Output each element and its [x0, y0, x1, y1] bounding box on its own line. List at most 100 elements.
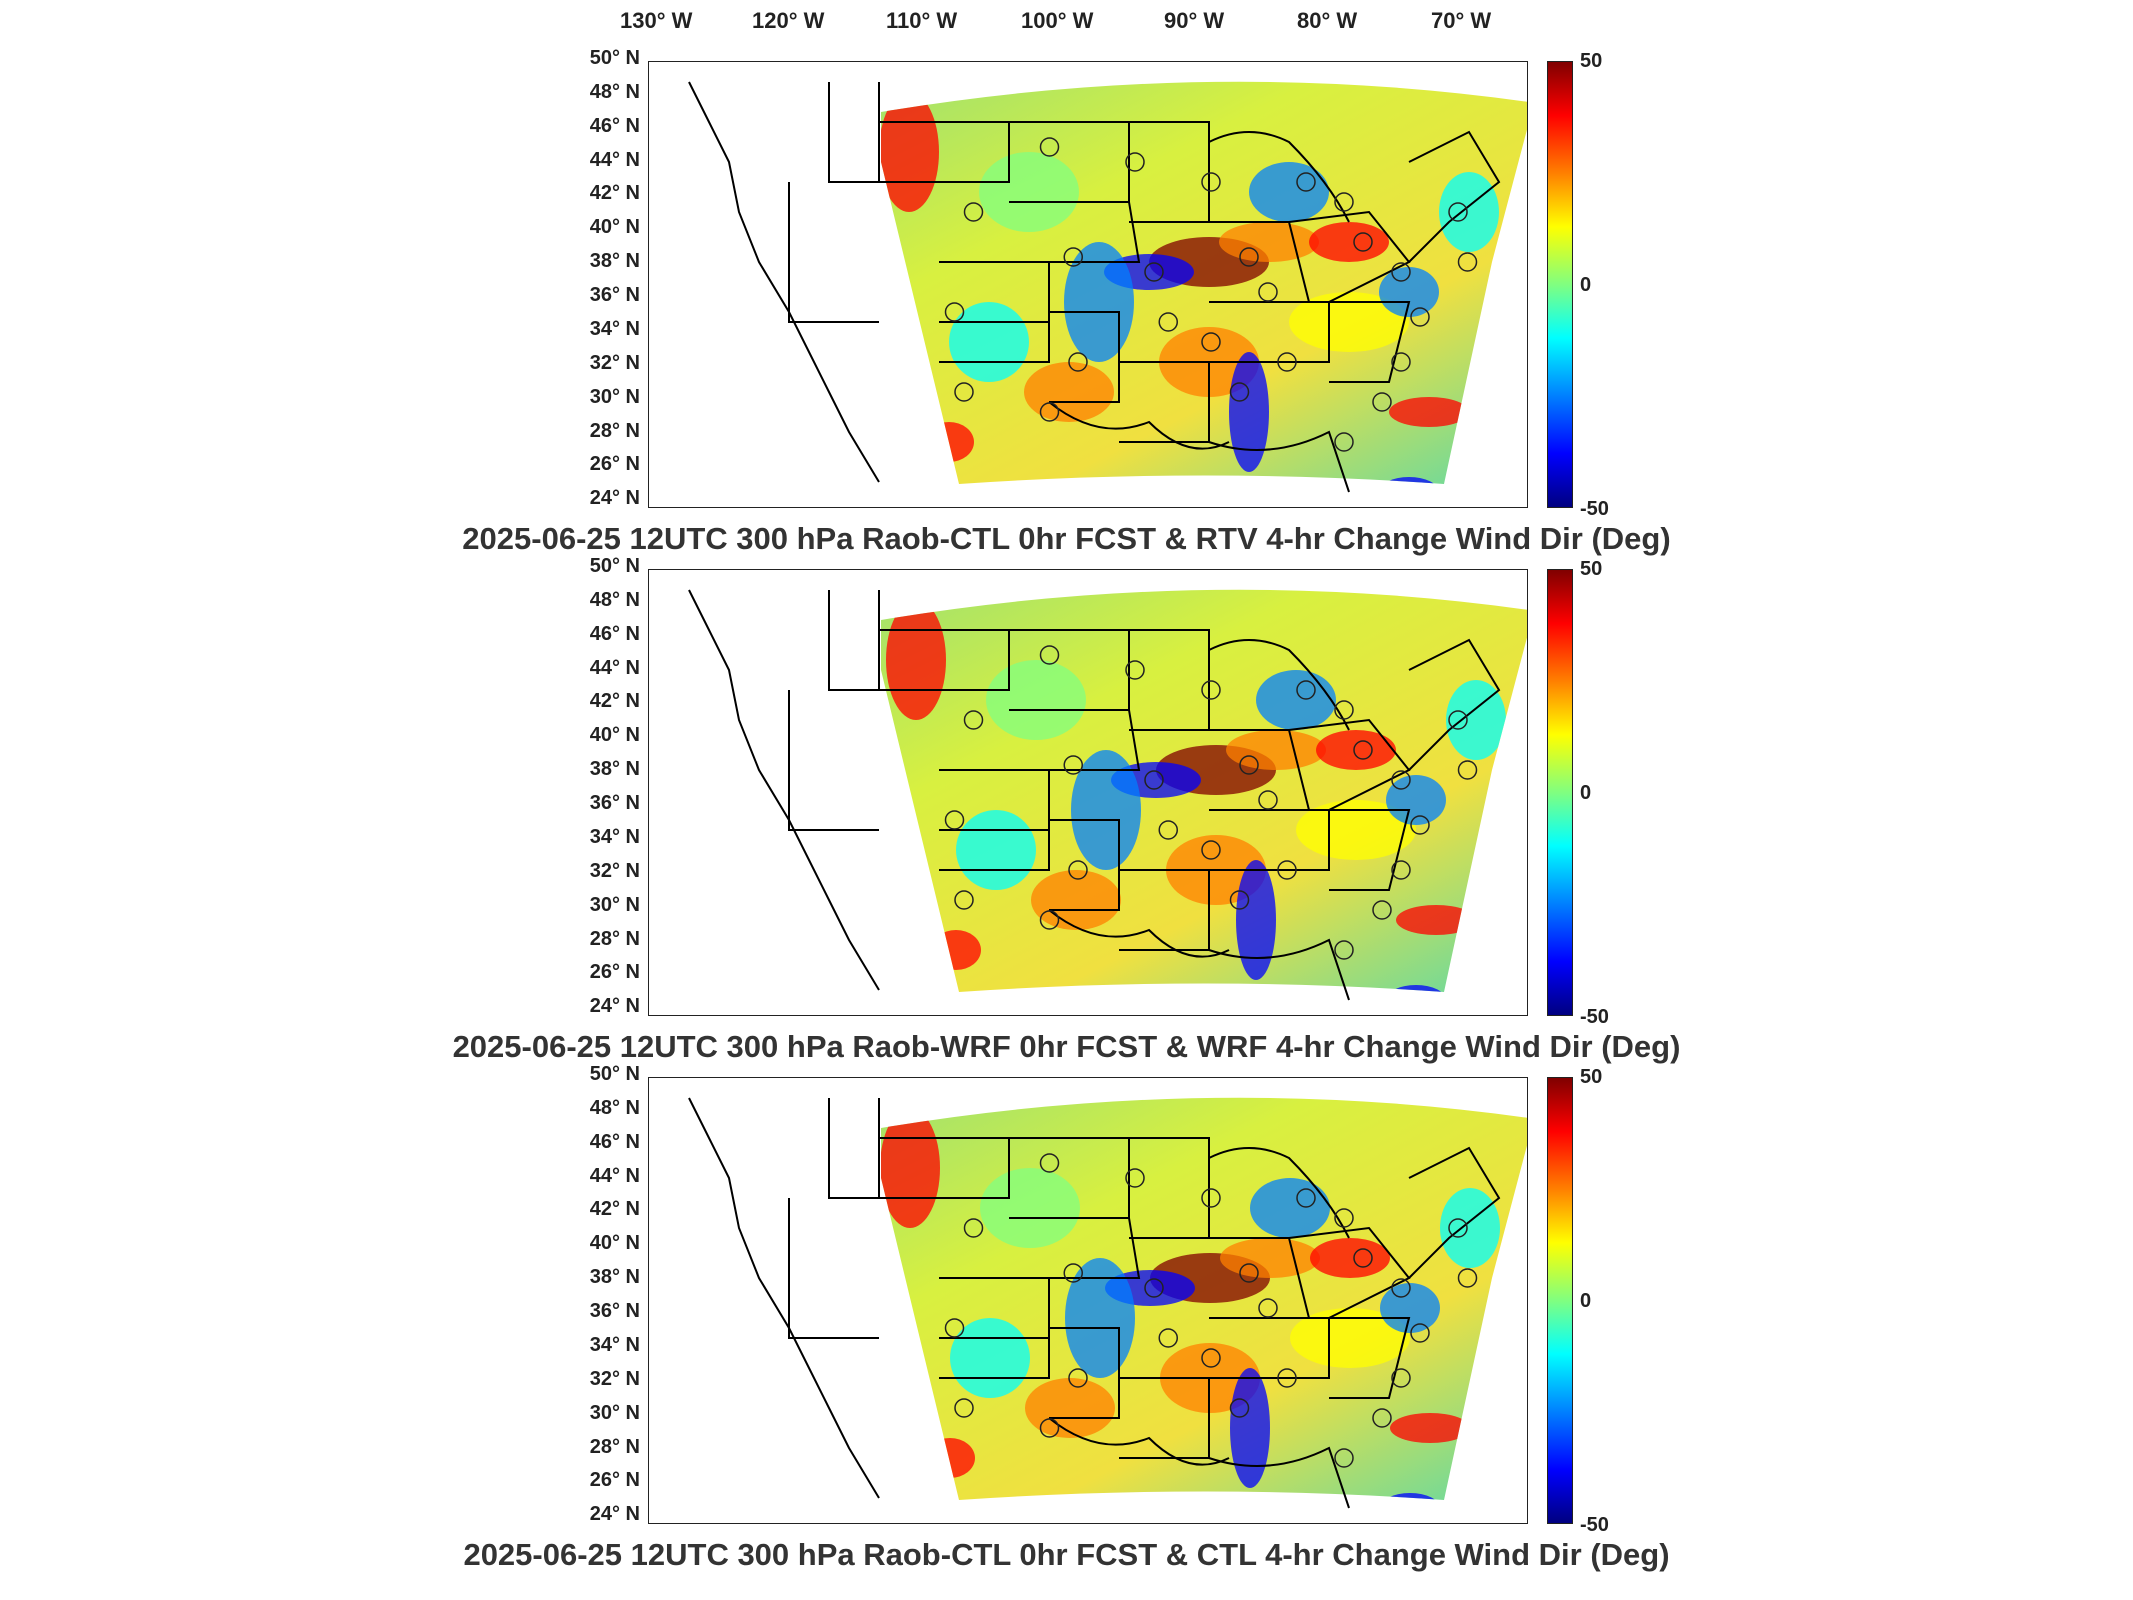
- field-anomaly: [1380, 1493, 1440, 1523]
- lat-label: 28° N: [560, 1436, 640, 1459]
- field-anomaly: [1310, 1238, 1390, 1278]
- boundary-line: [829, 1098, 879, 1198]
- colorbar-min: -50: [1580, 1006, 1609, 1029]
- field-anomaly: [886, 600, 946, 720]
- panel-title: 2025-06-25 12UTC 300 hPa Raob-WRF 0hr FC…: [0, 1029, 2133, 1065]
- field-anomaly: [1219, 222, 1319, 262]
- lon-label-120w: 120° W: [752, 8, 824, 34]
- lat-label: 50° N: [560, 1063, 640, 1086]
- field-anomaly: [1236, 860, 1276, 980]
- lat-label: 24° N: [560, 995, 640, 1018]
- lat-label: 42° N: [560, 182, 640, 205]
- lon-label-110w: 110° W: [886, 8, 957, 34]
- field-anomaly: [1220, 1238, 1320, 1278]
- field-anomaly: [924, 422, 974, 462]
- lat-label: 36° N: [560, 792, 640, 815]
- wind-dir-field: [649, 570, 1528, 1016]
- field-anomaly: [979, 152, 1079, 232]
- lat-label: 46° N: [560, 1131, 640, 1154]
- colorbar-max: 50: [1580, 558, 1602, 581]
- lat-label: 24° N: [560, 487, 640, 510]
- field-anomaly: [1064, 242, 1134, 362]
- lat-label: 44° N: [560, 149, 640, 172]
- colorbar-max: 50: [1580, 1066, 1602, 1089]
- lat-label: 34° N: [560, 826, 640, 849]
- field-anomaly: [986, 660, 1086, 740]
- field-anomaly: [1024, 362, 1114, 422]
- lat-label: 28° N: [560, 420, 640, 443]
- colorbar-max: 50: [1580, 50, 1602, 73]
- lon-label-130w: 130° W: [620, 8, 692, 34]
- colorbar-mid: 0: [1580, 782, 1591, 805]
- field-anomaly: [1065, 1258, 1135, 1378]
- field-anomaly: [1309, 222, 1389, 262]
- lat-label: 30° N: [560, 1402, 640, 1425]
- lat-label: 50° N: [560, 47, 640, 70]
- field-anomaly: [1386, 985, 1446, 1015]
- lat-label: 38° N: [560, 1266, 640, 1289]
- field-anomaly: [1390, 1413, 1470, 1443]
- lon-label-90w: 90° W: [1164, 8, 1224, 34]
- lat-label: 44° N: [560, 1165, 640, 1188]
- field-anomaly: [1396, 905, 1476, 935]
- lat-label: 32° N: [560, 352, 640, 375]
- lat-label: 30° N: [560, 386, 640, 409]
- colorbar-mid: 0: [1580, 1290, 1591, 1313]
- panel-title: 2025-06-25 12UTC 300 hPa Raob-CTL 0hr FC…: [0, 1537, 2133, 1573]
- colorbar: [1547, 569, 1573, 1016]
- colorbar-min: -50: [1580, 1514, 1609, 1537]
- colorbar: [1547, 61, 1573, 508]
- map-frame: [648, 1077, 1528, 1524]
- lat-label: 46° N: [560, 115, 640, 138]
- field-anomaly: [1229, 352, 1269, 472]
- lat-label: 32° N: [560, 1368, 640, 1391]
- lat-label: 42° N: [560, 1198, 640, 1221]
- lat-label: 26° N: [560, 961, 640, 984]
- field-anomaly: [1025, 1378, 1115, 1438]
- colorbar-min: -50: [1580, 498, 1609, 521]
- field-anomaly: [1250, 1178, 1330, 1238]
- lat-label: 40° N: [560, 216, 640, 239]
- field-anomaly: [1439, 172, 1499, 252]
- map-frame: [648, 569, 1528, 1016]
- boundary-line: [829, 590, 879, 690]
- lat-label: 36° N: [560, 1300, 640, 1323]
- field-anomaly: [1379, 477, 1439, 507]
- lat-label: 48° N: [560, 81, 640, 104]
- field-anomaly: [925, 1438, 975, 1478]
- lat-label: 50° N: [560, 555, 640, 578]
- lon-label-70w: 70° W: [1431, 8, 1491, 34]
- lat-label: 30° N: [560, 894, 640, 917]
- lon-label-100w: 100° W: [1021, 8, 1093, 34]
- field-anomaly: [931, 930, 981, 970]
- boundary-line: [789, 690, 879, 830]
- field-anomaly: [956, 810, 1036, 890]
- field-anomaly: [949, 302, 1029, 382]
- lon-label-80w: 80° W: [1297, 8, 1357, 34]
- lat-label: 40° N: [560, 1232, 640, 1255]
- boundary-line: [689, 590, 879, 990]
- lat-label: 26° N: [560, 1469, 640, 1492]
- boundary-line: [689, 1098, 879, 1498]
- field-anomaly: [980, 1168, 1080, 1248]
- field-anomaly: [1256, 670, 1336, 730]
- lat-label: 28° N: [560, 928, 640, 951]
- lat-label: 34° N: [560, 318, 640, 341]
- lat-label: 38° N: [560, 250, 640, 273]
- field-anomaly: [1226, 730, 1326, 770]
- lat-label: 46° N: [560, 623, 640, 646]
- field-anomaly: [879, 92, 939, 212]
- lat-label: 48° N: [560, 1097, 640, 1120]
- wind-dir-field: [649, 1078, 1528, 1524]
- panel-title: 2025-06-25 12UTC 300 hPa Raob-CTL 0hr FC…: [0, 521, 2133, 557]
- map-frame: [648, 61, 1528, 508]
- lat-label: 32° N: [560, 860, 640, 883]
- field-layer: [649, 570, 1528, 1016]
- colorbar-mid: 0: [1580, 274, 1591, 297]
- boundary-line: [789, 1198, 879, 1338]
- field-anomaly: [1249, 162, 1329, 222]
- lat-label: 24° N: [560, 1503, 640, 1526]
- lat-label: 26° N: [560, 453, 640, 476]
- field-anomaly: [950, 1318, 1030, 1398]
- field-layer: [649, 62, 1528, 508]
